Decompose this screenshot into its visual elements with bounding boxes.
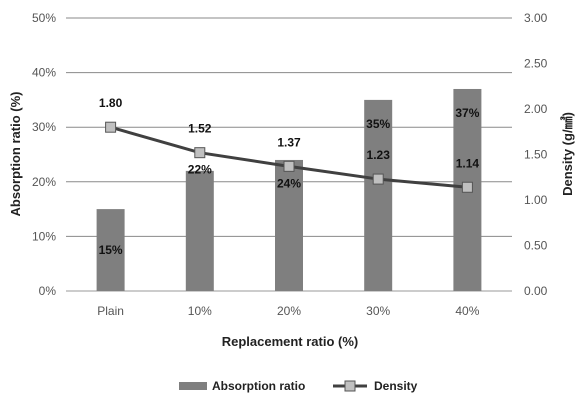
y-tick-label: 30% [32,120,56,134]
density-marker [105,121,117,133]
density-marker [461,181,473,193]
bar [275,159,303,291]
density-value-label: 1.23 [367,148,391,162]
density-value-label: 1.14 [456,156,480,170]
y-axis-title: Absorption ratio (%) [8,92,23,217]
density-marker [194,147,206,159]
y2-tick-label: 2.50 [524,57,548,71]
legend-swatch-absorption [179,382,207,390]
right-axis-ticks: 0.00 0.50 1.00 1.50 2.00 2.50 3.00 [524,11,548,298]
x-axis-title: Replacement ratio (%) [222,334,359,349]
bar-value-label: 22% [188,163,212,177]
bar-value-label: 15% [99,243,123,257]
y2-tick-label: 1.50 [524,148,548,162]
bar-value-label: 35% [366,117,390,131]
y2-tick-label: 2.00 [524,102,548,116]
x-tick-label: Plain [97,304,124,318]
bar [96,209,125,291]
legend-label-absorption: Absorption ratio [212,379,305,393]
y-tick-label: 40% [32,66,56,80]
x-axis-ticks: Plain 10% 20% 30% 40% [97,304,479,318]
y-tick-label: 20% [32,175,56,189]
legend-marker-density [344,380,356,392]
bar-value-label: 37% [455,106,479,120]
y-tick-label: 50% [32,11,56,25]
bar [185,170,214,291]
density-value-label: 1.52 [188,122,212,136]
density-marker [372,173,384,185]
left-axis-ticks: 0% 10% 20% 30% 40% 50% [32,11,56,298]
bar [364,99,393,292]
bar-series-absorption [96,88,482,292]
x-tick-label: 10% [188,304,212,318]
y2-tick-label: 0.00 [524,284,548,298]
legend: Absorption ratio Density [179,379,418,393]
density-value-label: 1.80 [99,96,123,110]
y2-tick-label: 0.50 [524,239,548,253]
bar-value-label: 24% [277,176,301,190]
x-tick-label: 40% [455,304,479,318]
y-tick-label: 0% [39,284,57,298]
x-tick-label: 30% [366,304,390,318]
legend-label-density: Density [374,379,418,393]
y2-tick-label: 3.00 [524,11,548,25]
y2-axis-title: Density (g/㎣) [560,112,575,196]
density-marker [283,160,295,172]
y-tick-label: 10% [32,229,56,243]
y2-tick-label: 1.00 [524,193,548,207]
density-value-label: 1.37 [277,135,301,149]
x-tick-label: 20% [277,304,301,318]
line-series-density [105,121,473,193]
data-labels: 15% 22% 24% 35% 37% 1.80 1.52 1.37 1.23 1.14 [99,96,480,257]
